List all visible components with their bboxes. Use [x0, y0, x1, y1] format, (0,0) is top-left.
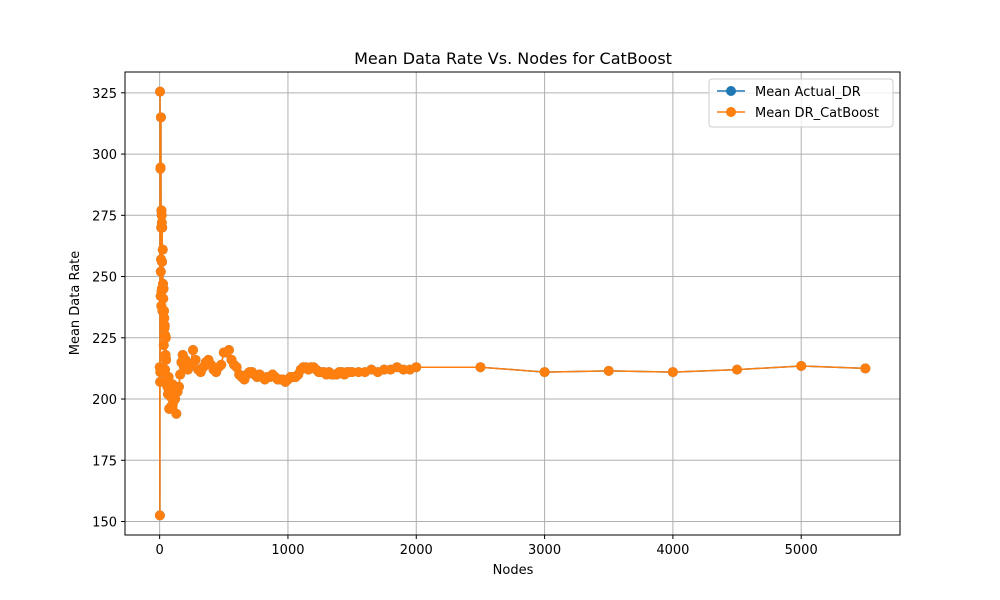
- data-point: [860, 363, 871, 374]
- data-point: [223, 345, 234, 356]
- data-point: [160, 332, 171, 343]
- series-line: [159, 90, 866, 517]
- legend-marker-catboost: [726, 107, 736, 117]
- data-point: [539, 367, 550, 378]
- data-point: [796, 360, 807, 371]
- data-point: [159, 313, 170, 324]
- legend-label-catboost: Mean DR_CatBoost: [755, 106, 879, 121]
- data-point: [161, 354, 172, 365]
- data-point: [732, 364, 743, 375]
- data-point: [411, 362, 422, 373]
- data-point: [166, 401, 177, 412]
- data-point: [155, 266, 166, 277]
- data-point: [157, 256, 168, 267]
- data-point: [216, 359, 227, 370]
- data-point: [158, 283, 169, 294]
- x-tick-label: 0: [156, 543, 164, 558]
- x-tick-label: 2000: [400, 543, 433, 558]
- y-tick-label: 225: [92, 332, 117, 347]
- y-tick-label: 175: [92, 454, 117, 469]
- y-tick-label: 275: [92, 209, 117, 224]
- data-point: [159, 305, 170, 316]
- plot-series: [154, 86, 871, 521]
- data-point: [175, 369, 186, 380]
- y-tick-label: 150: [92, 516, 117, 531]
- data-point: [171, 408, 182, 419]
- data-point: [159, 320, 170, 331]
- data-point: [667, 367, 678, 378]
- legend-label-actual: Mean Actual_DR: [755, 85, 861, 100]
- plot-frame: [124, 71, 901, 536]
- series-catboost: [154, 86, 871, 521]
- data-point: [188, 345, 198, 356]
- x-axis-ticks: 0 1000 2000 3000 4000 5000: [156, 535, 818, 558]
- series-line: [159, 90, 866, 517]
- y-axis-ticks: 150 175 200 225 250 275 300 325: [92, 87, 125, 531]
- series-actual: [154, 86, 871, 521]
- data-point: [157, 222, 168, 233]
- x-axis-label: Nodes: [493, 563, 534, 578]
- y-tick-label: 300: [92, 148, 117, 163]
- data-point: [157, 244, 168, 255]
- data-point: [603, 365, 614, 376]
- y-tick-label: 200: [92, 393, 117, 408]
- data-point: [155, 112, 166, 123]
- y-axis-label: Mean Data Rate: [68, 251, 83, 356]
- data-point: [190, 354, 201, 365]
- x-tick-label: 4000: [656, 543, 689, 558]
- y-tick-label: 250: [92, 271, 117, 286]
- x-tick-label: 5000: [785, 543, 818, 558]
- data-point: [163, 371, 174, 382]
- grid-lines: [125, 72, 900, 535]
- x-tick-label: 3000: [528, 543, 561, 558]
- data-point: [154, 510, 165, 521]
- chart-title: Mean Data Rate Vs. Nodes for CatBoost: [354, 49, 672, 68]
- data-point: [156, 210, 167, 221]
- data-point: [155, 162, 166, 173]
- data-point: [155, 86, 166, 97]
- data-point: [475, 362, 486, 373]
- legend-marker-actual: [726, 86, 736, 96]
- x-tick-label: 1000: [271, 543, 304, 558]
- data-point: [158, 293, 169, 304]
- y-tick-label: 325: [92, 87, 117, 102]
- legend-box: [708, 78, 894, 128]
- data-point: [173, 381, 184, 392]
- legend: Mean Actual_DR Mean DR_CatBoost: [708, 78, 894, 128]
